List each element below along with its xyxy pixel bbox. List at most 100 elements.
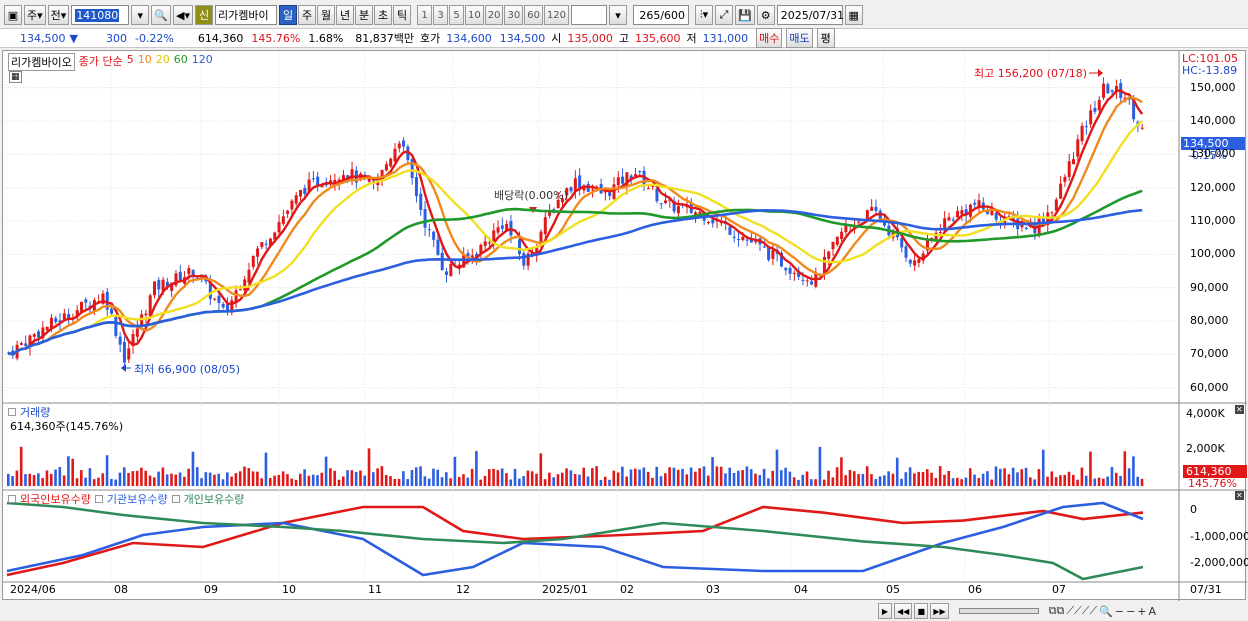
volume-bar [380,466,384,486]
volume-bar [651,477,654,486]
window-icon[interactable]: ▣ [4,5,22,25]
candle-body [921,253,925,261]
chart-tools-icon[interactable]: ⟋⟋⟋⟋ [1066,604,1098,617]
speaker-icon[interactable]: ◀▾ [173,5,193,25]
volume-bar [930,472,933,486]
date-field[interactable]: 2025/07/31 [776,5,844,25]
custom-minute-input[interactable] [571,5,608,25]
tab-month[interactable]: 월 [317,5,335,25]
draw-tool-icon[interactable]: ⤢ [715,5,734,25]
candle-body [221,303,225,308]
credit-badge[interactable]: 신 [195,5,213,25]
volume-bar [591,468,594,486]
volume-panel-close-icon[interactable]: ✕ [1235,405,1244,414]
x-tick: 11 [368,583,382,596]
search-icon[interactable]: 🔍 [151,5,172,25]
candle-body [698,211,702,216]
volume-bar [822,479,826,486]
minute-3[interactable]: 3 [433,5,448,25]
custom-minute-dropdown-icon[interactable]: ▾ [609,5,628,25]
holding-panel-close-icon[interactable]: ✕ [1235,491,1244,500]
volume-bar [320,472,324,486]
layout-icon[interactable]: ⧉⧉ [1048,604,1065,617]
candle-body [54,318,58,323]
save-icon[interactable]: 💾 [735,5,755,25]
scroll-right-icon[interactable]: ▶ [878,603,892,619]
volume-bar [49,473,53,486]
minute-5[interactable]: 5 [449,5,464,25]
minute-1[interactable]: 1 [417,5,432,25]
tab-minute[interactable]: 분 [355,5,373,25]
zoom-minus-icon[interactable]: − [1126,604,1136,618]
stock-chart-svg[interactable] [3,51,1247,601]
volume-bar [810,479,813,486]
candle-body [101,293,105,304]
stock-code-input[interactable]: 141080 [71,5,130,25]
volume-bar [943,474,946,486]
grid-icon[interactable]: ▦ [9,71,22,83]
zoom-out-icon[interactable]: − [1114,604,1125,618]
count-field[interactable]: 265/600 [633,5,690,25]
candle-body [393,148,397,162]
tab-day[interactable]: 일 [279,5,297,25]
holding-tick-1: 0 [1190,503,1197,516]
chart-area[interactable]: 리가켐바이오 종가 단순 5 10 20 60 120 ▦ LC:101.05 … [2,50,1248,601]
magnifier-icon[interactable]: 🔍 [1099,604,1113,618]
tab-year[interactable]: 년 [336,5,354,25]
tab-tick[interactable]: 틱 [393,5,411,25]
minute-10[interactable]: 10 [465,5,484,25]
volume-bar [702,466,706,486]
dividend-annotation: 배당락(0.00%) [494,189,568,202]
before-select[interactable]: 전 ▾ [47,5,70,25]
sell-button[interactable]: 매도 [786,28,813,48]
legend-ma10: 10 [137,53,152,66]
fast-forward-icon[interactable]: ▶▶ [930,603,949,619]
gear-icon[interactable]: ⚙ [756,5,775,25]
volume-bar [986,471,989,486]
candle-body [7,352,10,354]
candle-body [827,251,831,259]
candle-body [973,202,977,205]
volume-bar [578,474,581,486]
candle-body [440,252,444,271]
tab-second[interactable]: 초 [374,5,392,25]
stop-icon[interactable]: ■ [914,603,929,619]
tab-week[interactable]: 주 [298,5,316,25]
text-tool-icon[interactable]: A [1148,604,1157,618]
candle-body [779,252,783,267]
volume-bar [947,470,951,486]
code-dropdown-icon[interactable]: ▾ [131,5,150,25]
holding-checkbox[interactable] [8,495,16,503]
candle-body [80,301,84,312]
buy-button[interactable]: 매수 [756,28,783,48]
open-price: 135,000 [567,31,613,45]
volume-bar [779,470,783,486]
volume-bar [329,468,332,486]
candle-body [58,320,62,323]
minute-60[interactable]: 60 [524,5,543,25]
candle-type-icon[interactable]: ⫶▾ [695,5,714,25]
volume-checkbox[interactable] [8,408,16,416]
lc-value: LC:101.05 [1182,52,1239,65]
candle-body [900,238,904,248]
stock-name-field[interactable]: 리가켐바이 [215,5,277,25]
zoom-slider[interactable] [958,608,1039,614]
minute-20[interactable]: 20 [484,5,504,25]
volume-bar [767,478,770,486]
x-tick: 04 [794,583,808,596]
rewind-icon[interactable]: ◀◀ [894,603,913,619]
minute-30[interactable]: 30 [504,5,524,25]
volume-bar [58,467,62,486]
volume-bar [496,470,500,486]
period-type-select[interactable]: 주 ▾ [24,5,46,25]
holding-checkbox-2[interactable] [94,495,103,503]
avg-button[interactable]: 평 [816,28,835,48]
minute-120[interactable]: 120 [543,5,570,25]
zoom-plus-icon[interactable]: + [1137,604,1147,618]
candle-body [410,159,414,179]
candle-body [466,253,470,257]
calendar-icon[interactable]: ▦ [844,5,863,25]
holding-line [6,505,1144,577]
price-tick: 60,000 [1190,380,1229,394]
holding-checkbox-3[interactable] [171,495,180,503]
